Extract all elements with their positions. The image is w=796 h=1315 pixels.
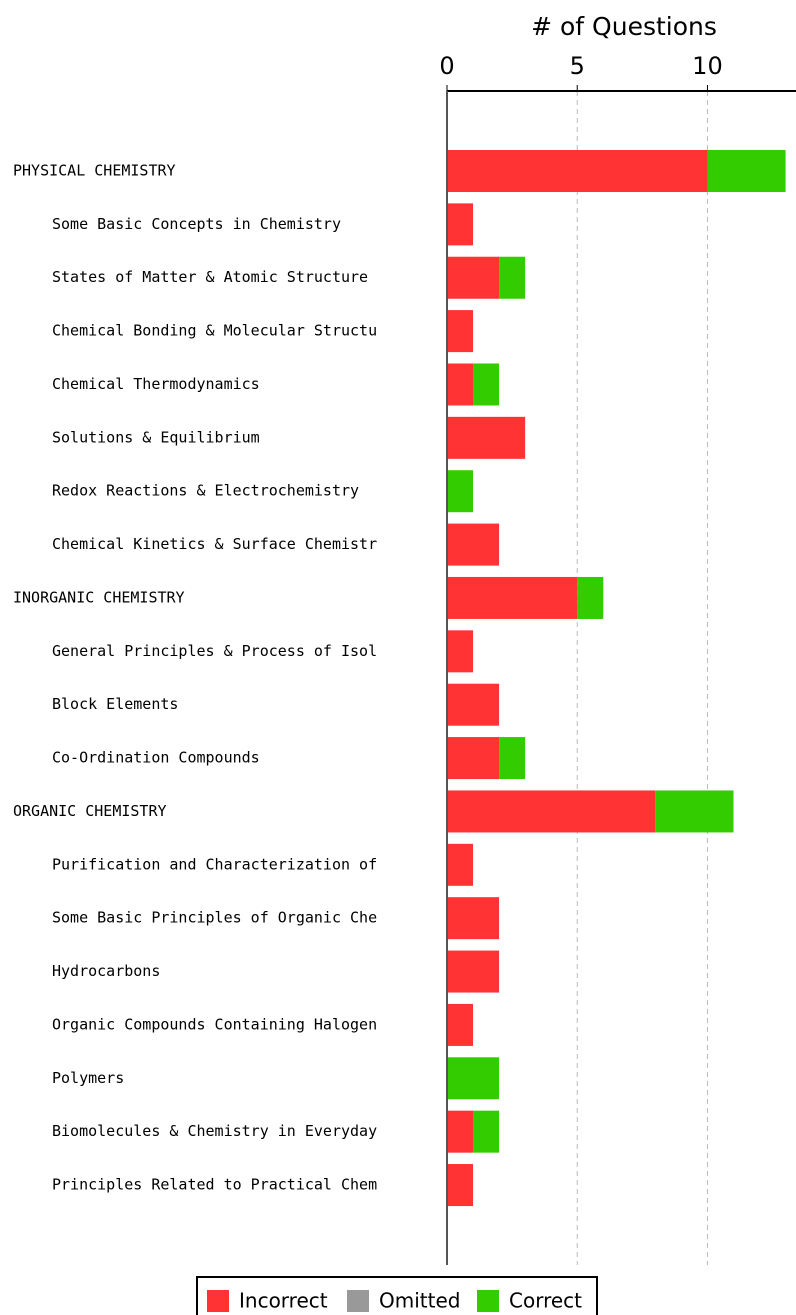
x-tick-label: 5 (570, 52, 585, 80)
category-label: Biomolecules & Chemistry in Everyday (52, 1122, 377, 1140)
bar-segment (447, 843, 474, 886)
category-label: INORGANIC CHEMISTRY (13, 588, 185, 606)
category-label: General Principles & Process of Isol (52, 642, 377, 660)
bar-segment (447, 576, 578, 619)
bar-segment (447, 897, 500, 940)
category-label: Purification and Characterization of (52, 855, 377, 873)
category-label: Principles Related to Practical Chem (52, 1176, 377, 1194)
legend-label: Incorrect (239, 1289, 328, 1313)
bar-segment (447, 1110, 474, 1153)
legend-box (196, 1276, 598, 1315)
category-label: Some Basic Concepts in Chemistry (52, 215, 341, 233)
bar-segment (447, 683, 500, 726)
bar-segment (447, 630, 474, 673)
bar-segment (447, 150, 708, 192)
bar-segment (447, 523, 500, 566)
bar-segment (447, 363, 474, 406)
x-tick-label: 10 (692, 52, 723, 80)
legend: Incorrect Omitted Correct (196, 1276, 598, 1315)
category-label: Polymers (52, 1069, 124, 1087)
bar-segment (447, 1164, 474, 1207)
legend-swatch (207, 1290, 229, 1312)
category-label: Chemical Kinetics & Surface Chemistr (52, 535, 377, 553)
x-tick-label: 0 (439, 52, 454, 80)
bar-segment (499, 737, 526, 780)
bar-segment (707, 150, 786, 192)
bar-segment (473, 363, 500, 406)
category-label: Hydrocarbons (52, 962, 160, 980)
legend-label: Omitted (379, 1289, 460, 1313)
bar-segment (577, 576, 604, 619)
category-label: Chemical Thermodynamics (52, 375, 260, 393)
bar-segment (499, 256, 526, 299)
bar-segment (447, 470, 474, 513)
bar-segment (447, 1057, 500, 1100)
category-label: Redox Reactions & Electrochemistry (52, 482, 359, 500)
category-label: ORGANIC CHEMISTRY (13, 802, 167, 820)
legend-label: Correct (509, 1289, 582, 1313)
bar-segment (473, 1110, 500, 1153)
bar-segment (447, 310, 474, 353)
bar-segment (447, 203, 474, 246)
category-label: States of Matter & Atomic Structure (52, 268, 368, 286)
category-label: Chemical Bonding & Molecular Structu (52, 322, 377, 340)
bar-segment (447, 256, 500, 299)
category-label: Co-Ordination Compounds (52, 749, 260, 767)
category-label: Solutions & Equilibrium (52, 428, 260, 446)
axis-title: # of Questions (531, 12, 717, 41)
bar-segment (447, 1003, 474, 1046)
bar-segment (447, 737, 500, 780)
legend-swatch (347, 1290, 369, 1312)
category-label: Organic Compounds Containing Halogen (52, 1015, 377, 1033)
category-label: Some Basic Principles of Organic Che (52, 909, 377, 927)
legend-swatch (477, 1290, 499, 1312)
category-label: Block Elements (52, 695, 178, 713)
bar-segment (447, 790, 656, 833)
bar-segment (447, 950, 500, 993)
category-label: PHYSICAL CHEMISTRY (13, 162, 176, 180)
bar-segment (655, 790, 734, 833)
bar-segment (447, 416, 526, 459)
